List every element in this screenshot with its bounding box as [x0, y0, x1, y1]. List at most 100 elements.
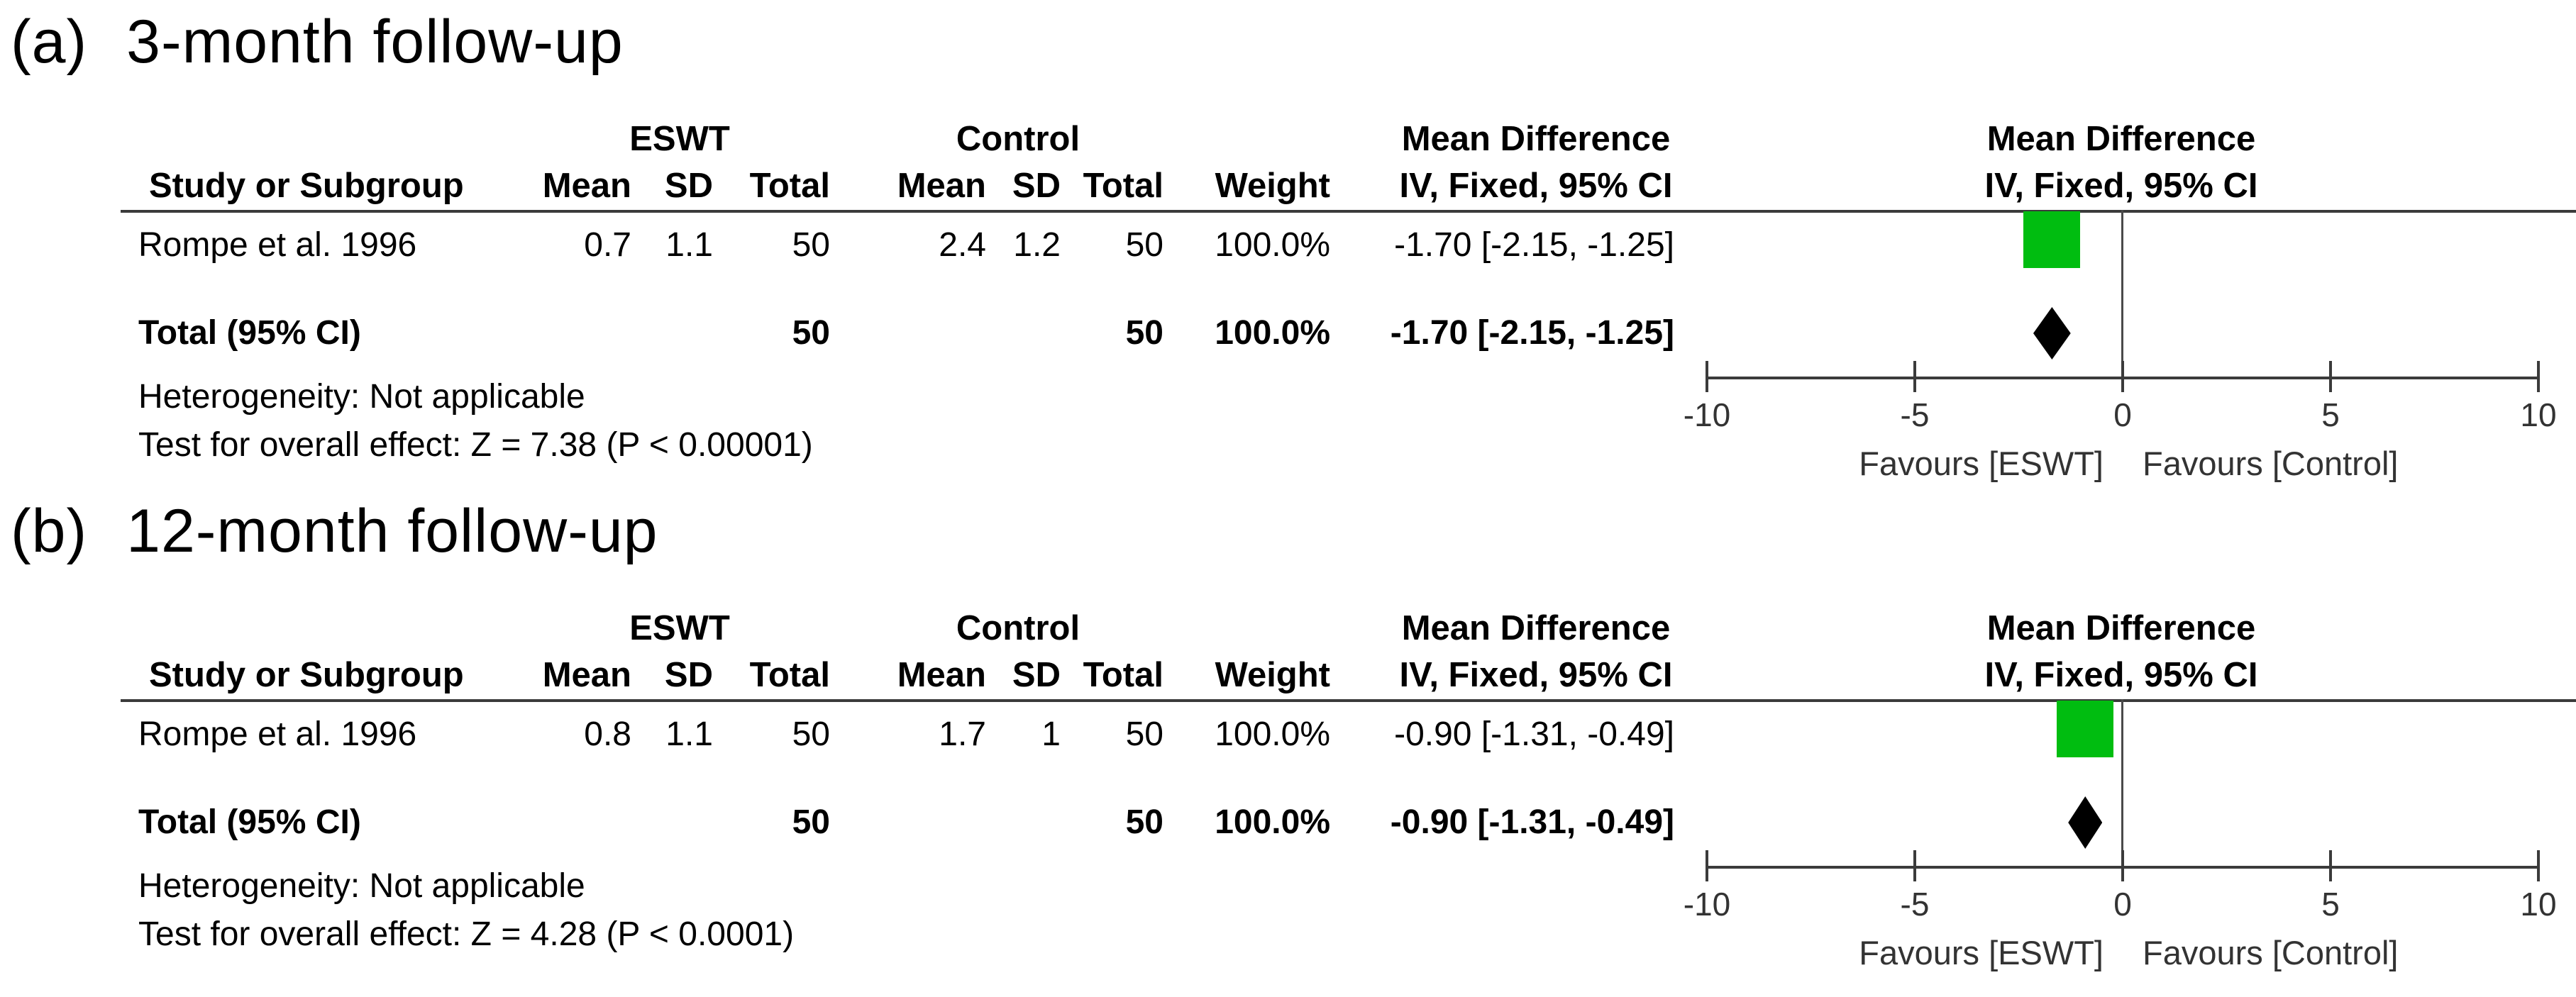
study-eswt-sd: 1.1: [665, 226, 713, 264]
total-effect-diamond: [2033, 307, 2071, 360]
zero-reference-line: [2121, 210, 2123, 392]
total-effect-diamond: [2068, 796, 2103, 849]
study-control-sd: 1: [1041, 715, 1061, 753]
study-eswt-total: 50: [792, 226, 830, 264]
column-header-ci-plot: IV, Fixed, 95% CI: [1984, 656, 2258, 694]
axis-tick-label: 0: [2113, 886, 2132, 923]
column-header-ci-table: IV, Fixed, 95% CI: [1399, 167, 1673, 205]
favours-left-label: Favours [ESWT]: [1859, 934, 2104, 971]
axis-tick: [2329, 850, 2332, 881]
total-ci-text: -1.70 [-2.15, -1.25]: [1390, 314, 1674, 352]
axis-tick: [1913, 361, 1916, 392]
axis-tick: [1913, 850, 1916, 881]
total-ci-text: -0.90 [-1.31, -0.49]: [1390, 803, 1674, 841]
heterogeneity-line: Heterogeneity: Not applicable: [138, 867, 585, 905]
axis-tick: [2121, 361, 2124, 392]
study-weight: 100.0%: [1215, 226, 1330, 264]
column-header-weight: Weight: [1215, 167, 1330, 205]
overall-effect-line: Test for overall effect: Z = 7.38 (P < 0…: [138, 426, 813, 464]
axis-tick-label: 5: [2321, 886, 2340, 923]
heterogeneity-line: Heterogeneity: Not applicable: [138, 378, 585, 416]
column-header-ci-table: IV, Fixed, 95% CI: [1399, 656, 1673, 694]
plot-effect-header: Mean Difference: [1986, 120, 2256, 158]
axis-tick-label: 0: [2113, 396, 2132, 433]
axis-tick: [2537, 850, 2540, 881]
axis-tick: [1706, 850, 1708, 881]
forest-plot: -10 -5 0 5 10 Favours [ESWT] Favours [Contro…: [0, 489, 2576, 997]
table-effect-header: Mean Difference: [1401, 120, 1671, 158]
column-header-control-total: Total: [1083, 167, 1163, 205]
total-label: Total (95% CI): [138, 314, 361, 352]
total-control-n: 50: [1125, 803, 1163, 841]
column-header-control-sd: SD: [1012, 167, 1061, 205]
axis-tick-label: -5: [1900, 396, 1930, 433]
axis-tick-label: -10: [1683, 886, 1731, 923]
axis-tick-label: 5: [2321, 396, 2340, 433]
axis-tick: [2121, 850, 2124, 881]
column-header-control-mean: Mean: [897, 167, 986, 205]
plot-effect-header: Mean Difference: [1986, 609, 2256, 647]
axis-tick: [1706, 361, 1708, 392]
favours-right-label: Favours [Control]: [2143, 934, 2399, 971]
column-header-eswt-mean: Mean: [542, 167, 631, 205]
panel-title-text: 12-month follow-up: [126, 497, 658, 565]
study-ci-text: -0.90 [-1.31, -0.49]: [1394, 715, 1674, 753]
panel-label: (b): [11, 497, 88, 565]
total-label: Total (95% CI): [138, 803, 361, 841]
group-header-eswt: ESWT: [629, 609, 730, 647]
column-header-ci-plot: IV, Fixed, 95% CI: [1984, 167, 2258, 205]
total-weight: 100.0%: [1215, 314, 1330, 352]
header-separator-rule: [121, 699, 2576, 702]
column-header-control-mean: Mean: [897, 656, 986, 694]
total-weight: 100.0%: [1215, 803, 1330, 841]
group-header-eswt: ESWT: [629, 120, 730, 158]
axis-tick-label: 10: [2520, 396, 2557, 433]
header-separator-rule: [121, 210, 2576, 213]
study-name: Rompe et al. 1996: [138, 226, 417, 264]
column-header-control-total: Total: [1083, 656, 1163, 694]
column-header-study: Study or Subgroup: [149, 167, 464, 205]
table-effect-header: Mean Difference: [1401, 609, 1671, 647]
overall-effect-line: Test for overall effect: Z = 4.28 (P < 0…: [138, 915, 795, 953]
total-eswt-n: 50: [792, 803, 830, 841]
group-header-control: Control: [956, 120, 1080, 158]
study-control-total: 50: [1125, 226, 1163, 264]
column-header-eswt-sd: SD: [664, 656, 713, 694]
panel-label: (a): [11, 8, 88, 76]
group-header-control: Control: [956, 609, 1080, 647]
study-name: Rompe et al. 1996: [138, 715, 417, 753]
total-eswt-n: 50: [792, 314, 830, 352]
zero-reference-line: [2121, 699, 2123, 881]
study-control-total: 50: [1125, 715, 1163, 753]
favours-right-label: Favours [Control]: [2143, 445, 2399, 482]
total-control-n: 50: [1125, 314, 1163, 352]
panel-3-month-follow-up: (a) 3-month follow-up ESWT Control Mean D…: [0, 0, 2576, 489]
axis-tick-label: 10: [2520, 886, 2557, 923]
column-header-control-sd: SD: [1012, 656, 1061, 694]
axis-tick-label: -10: [1683, 396, 1731, 433]
study-control-sd: 1.2: [1013, 226, 1061, 264]
study-control-mean: 2.4: [939, 226, 986, 264]
study-control-mean: 1.7: [939, 715, 986, 753]
column-header-weight: Weight: [1215, 656, 1330, 694]
panel-title: (b) 12-month follow-up: [11, 496, 658, 567]
study-eswt-mean: 0.7: [584, 226, 631, 264]
study-ci-text: -1.70 [-2.15, -1.25]: [1394, 226, 1674, 264]
forest-plot: -10 -5 0 5 10 Favours [ESWT] Favours [Contro…: [0, 0, 2576, 489]
study-point-square: [2057, 701, 2114, 757]
column-header-eswt-total: Total: [749, 167, 830, 205]
column-header-eswt-sd: SD: [664, 167, 713, 205]
favours-left-label: Favours [ESWT]: [1859, 445, 2104, 482]
panel-title-text: 3-month follow-up: [126, 8, 624, 76]
study-eswt-sd: 1.1: [665, 715, 713, 753]
panel-title: (a) 3-month follow-up: [11, 7, 624, 77]
panel-12-month-follow-up: (b) 12-month follow-up ESWT Control Mean …: [0, 489, 2576, 997]
study-weight: 100.0%: [1215, 715, 1330, 753]
column-header-study: Study or Subgroup: [149, 656, 464, 694]
axis-tick-label: -5: [1900, 886, 1930, 923]
column-header-eswt-mean: Mean: [542, 656, 631, 694]
axis-tick: [2537, 361, 2540, 392]
study-eswt-mean: 0.8: [584, 715, 631, 753]
study-point-square: [2023, 211, 2081, 268]
column-header-eswt-total: Total: [749, 656, 830, 694]
